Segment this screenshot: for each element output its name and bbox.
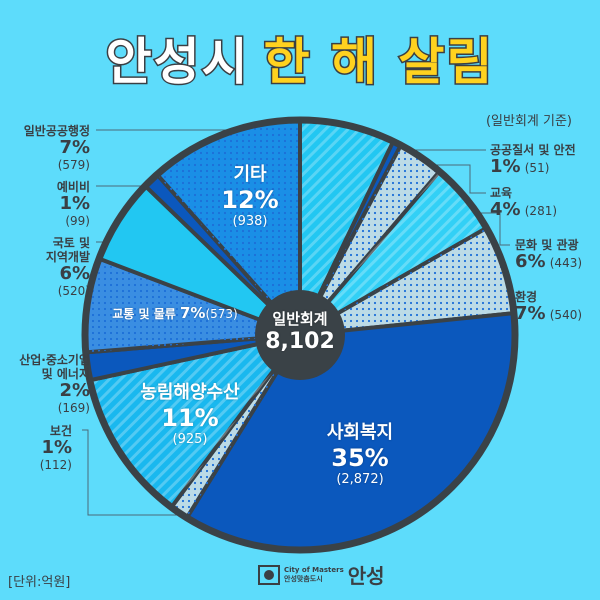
slice-pct: 35% — [331, 444, 389, 472]
slice-value: (443) — [549, 256, 583, 270]
slice-name: 지역개발 — [45, 250, 90, 264]
slice-pct: 7% — [515, 303, 546, 324]
slice-name: 보건 — [49, 424, 72, 438]
slice-value: (925) — [172, 432, 208, 447]
center-title: 일반회계 — [272, 310, 328, 328]
slice-value: (281) — [524, 204, 558, 218]
label-admin: 일반공공행정 7% (579) — [0, 124, 90, 172]
label-reserve: 예비비 1% (99) — [0, 180, 90, 228]
slice-pattern — [89, 335, 301, 508]
label-industry: 산업·중소기업 및 에너지 2% (169) — [0, 353, 90, 415]
title-main: 한 해 살림 — [262, 32, 495, 93]
slice-value: (540) — [549, 308, 583, 322]
slice-name: 기타 — [233, 164, 267, 185]
center-hole — [255, 290, 345, 380]
leader-line — [420, 164, 486, 194]
slice-pct: 6% — [515, 251, 546, 272]
label-health: 보건 1% (112) — [0, 424, 72, 472]
slice-value: (2,872) — [336, 472, 384, 487]
slice-name: 및 에너지 — [41, 367, 90, 381]
slice-name: 산업·중소기업 — [19, 353, 90, 367]
label-education: 교육 4% (281) — [490, 186, 557, 220]
slice-name: 국토 및 — [52, 236, 90, 250]
slice-pattern — [300, 145, 440, 335]
logo-slogan: 안성맞춤도시 — [284, 574, 323, 583]
slice-pct: 7% — [180, 304, 206, 322]
slice-value: (579) — [57, 158, 90, 172]
slice-name: 예비비 — [56, 180, 90, 194]
slice-name: 공공질서 및 안전 — [490, 143, 576, 157]
slice-pct: 12% — [221, 186, 279, 214]
leader-line — [82, 429, 205, 516]
unit-note: [단위:억원] — [8, 575, 71, 590]
label-welfare: 사회복지 35% (2,872) — [300, 418, 420, 487]
slice-value: (169) — [57, 401, 90, 415]
slice-value: (112) — [39, 458, 72, 472]
slice-pattern — [84, 258, 300, 353]
slice-pct: 2% — [59, 380, 90, 401]
slice-pattern — [300, 228, 514, 335]
slice-value: (51) — [524, 161, 550, 175]
slice-name: 일반공공행정 — [23, 124, 90, 138]
slice-pct: 1% — [59, 193, 90, 214]
center-total: 8,102 — [265, 329, 335, 354]
slice-pct: 6% — [59, 263, 90, 284]
slice-value: (520) — [57, 284, 90, 298]
slice-pct: 7% — [59, 137, 90, 158]
slice-pattern — [300, 171, 487, 335]
center-label: 일반회계 8,102 — [262, 308, 338, 354]
label-safety: 공공질서 및 안전 1% (51) — [490, 143, 576, 177]
slice-name: 문화 및 관광 — [515, 238, 579, 252]
city-logo: City of Masters 안성맞춤도시 안성 — [258, 560, 385, 589]
swirl-logo-icon — [258, 564, 280, 585]
slice-name: 농림해양수산 — [140, 382, 240, 403]
slice-pct: 4% — [490, 199, 521, 220]
page-title: 안성시 한 해 살림 — [0, 22, 600, 94]
slice-pattern — [300, 120, 394, 335]
slice-pattern — [157, 120, 300, 335]
basis-note: (일반회계 기준) — [485, 114, 572, 129]
slice-name: 사회복지 — [326, 422, 394, 443]
label-other: 기타 12% (938) — [205, 160, 295, 229]
slice-name: 교육 — [490, 186, 513, 200]
slice-value: (99) — [65, 214, 90, 228]
label-culture: 문화 및 관광 6% (443) — [515, 238, 582, 272]
pie-outline — [81, 116, 519, 554]
slice-pct: 1% — [490, 156, 521, 177]
slice-value: (938) — [232, 214, 268, 229]
slice-value: (573) — [205, 307, 238, 321]
slice-pct: 11% — [161, 404, 219, 432]
logo-name: 안성 — [347, 564, 385, 588]
slice-pct: 1% — [41, 437, 72, 458]
label-agri: 농림해양수산 11% (925) — [125, 378, 255, 447]
title-city: 안성시 — [104, 32, 250, 93]
label-land: 국토 및 지역개발 6% (520) — [0, 236, 90, 298]
label-transport: 교통 및 물류 7%(573) — [92, 304, 258, 322]
slice-name: 환경 — [515, 290, 538, 304]
slice-name: 교통 및 물류 — [112, 307, 176, 321]
logo-en: City of Masters — [284, 565, 344, 574]
label-environment: 환경 7% (540) — [515, 290, 582, 324]
